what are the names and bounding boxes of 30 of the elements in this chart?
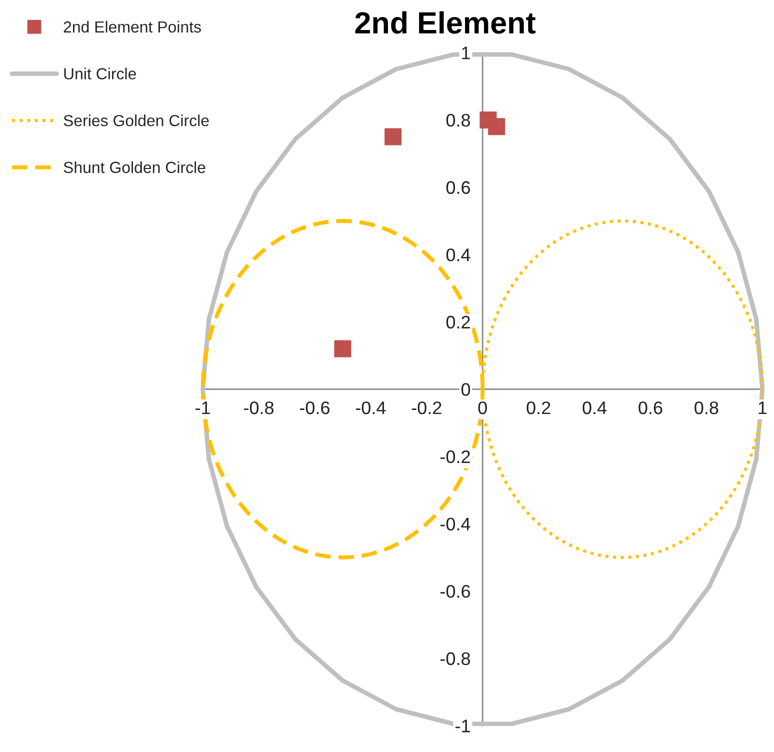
x-tick-label: 0.6 — [638, 401, 662, 414]
y-tick-label: -1 — [456, 720, 470, 732]
x-tick-label: 0.2 — [526, 401, 550, 414]
y-tick-label: 0.6 — [446, 181, 470, 194]
x-tick-label: -0.8 — [244, 401, 274, 414]
x-tick-label: 0 — [478, 401, 487, 414]
annotation: Shunt Golden Circle — [64, 161, 206, 174]
y-tick-label: -0.2 — [440, 450, 470, 464]
legend-label: 2nd Element Points — [64, 20, 201, 33]
y-tick-label: 1 — [462, 46, 470, 60]
point — [334, 340, 352, 358]
y-tick-label: -0.6 — [440, 585, 470, 598]
y-tick-label: -0.8 — [440, 652, 470, 666]
x-tick-label: 1 — [758, 402, 767, 414]
x-tick-label: -1 — [196, 402, 210, 414]
y-tick-label: 0.2 — [446, 316, 470, 329]
y-tick-label: -0.4 — [440, 518, 470, 530]
x-tick-label: 0.4 — [582, 401, 607, 414]
y-tick-label: 0 — [461, 383, 470, 396]
x-tick-label: -0.2 — [412, 401, 442, 414]
y-tick-label: 0.4 — [446, 248, 470, 262]
chart-title: 2nd Element — [355, 11, 536, 34]
x-tick-label: -0.4 — [356, 401, 386, 414]
point — [488, 118, 506, 136]
point — [384, 128, 402, 146]
y-tick-label: 0.8 — [446, 114, 470, 127]
annotation: Series Golden Circle — [64, 114, 209, 126]
x-tick-label: 0.8 — [694, 401, 718, 414]
x-tick-label: -0.6 — [300, 401, 330, 414]
text: Unit Circle — [64, 68, 136, 80]
